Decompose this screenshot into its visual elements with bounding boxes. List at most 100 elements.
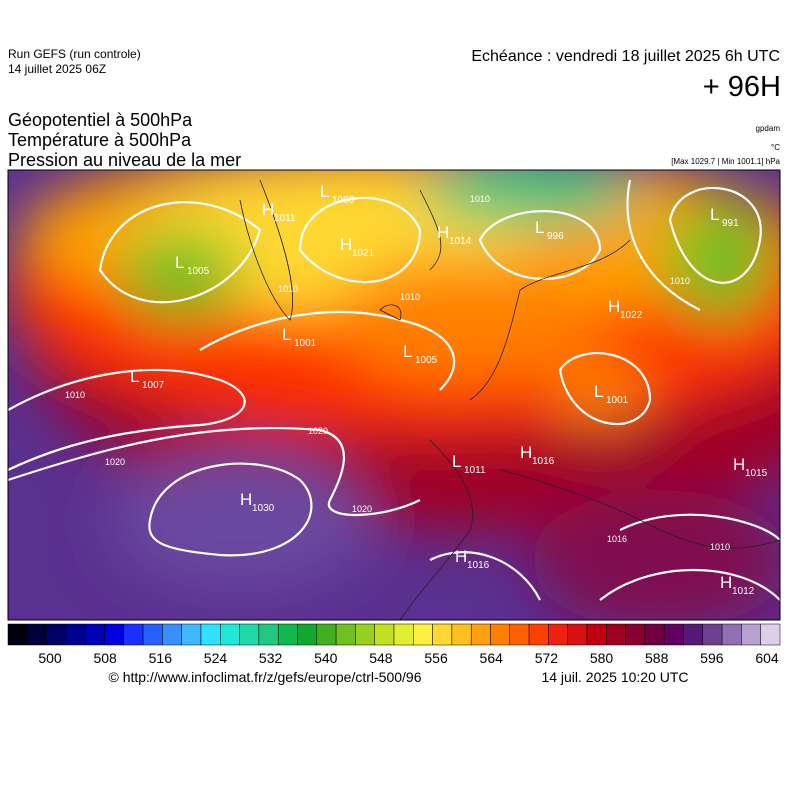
color-swatch [277, 623, 298, 646]
center-pressure: 1022 [620, 310, 643, 321]
colorbar-tick-label: 516 [149, 650, 173, 666]
color-swatch [663, 623, 684, 646]
center-type: H [340, 235, 352, 254]
center-type: H [520, 443, 532, 462]
isobar-label: 1010 [710, 542, 730, 552]
color-swatch [46, 623, 67, 646]
color-swatch [7, 623, 28, 646]
color-swatch [567, 623, 588, 646]
unit: gpdam [756, 124, 781, 133]
colorbar-tick-label: 572 [535, 650, 559, 666]
center-pressure: 1015 [745, 468, 768, 479]
center-pressure: 1001 [294, 338, 317, 349]
color-swatch [490, 623, 511, 646]
color-swatch [625, 623, 646, 646]
center-type: H [240, 490, 252, 509]
echeance: Echéance : vendredi 18 juillet 2025 6h U… [471, 48, 780, 65]
center-pressure: 1016 [532, 456, 555, 467]
center-type: L [403, 342, 412, 361]
center-pressure: 1007 [142, 380, 165, 391]
center-type: L [130, 367, 139, 386]
colorbar-tick-label: 508 [93, 650, 117, 666]
color-swatch [200, 623, 221, 646]
center-type: H [733, 455, 745, 474]
colorbar-tick-label: 564 [480, 650, 504, 666]
color-swatch [741, 623, 761, 646]
isobar-label: 1010 [670, 276, 690, 286]
center-pressure: 1016 [467, 560, 490, 571]
run: Run GEFS (run controle) [8, 47, 141, 61]
color-swatch [721, 623, 742, 646]
center-pressure: 1001 [606, 395, 629, 406]
color-swatch [548, 623, 568, 646]
color-swatch [181, 623, 202, 646]
color-swatch [451, 623, 472, 646]
color-swatch [393, 623, 414, 646]
center-pressure: 1030 [252, 503, 275, 514]
color-swatch [104, 623, 125, 646]
center-pressure: 1014 [449, 236, 472, 247]
center-type: L [710, 205, 719, 224]
color-swatch [162, 623, 182, 646]
isobar-labels: 1010 1010 1010 1010 1010 1010 1020 1020 1020 1016 [65, 194, 730, 552]
isobar-label: 1020 [352, 504, 372, 514]
center-type: H [608, 297, 620, 316]
title: Géopotentiel à 500hPa [8, 110, 193, 130]
colorbar-tick-label: 532 [259, 650, 283, 666]
color-swatch [335, 623, 356, 646]
isobar-label: 1010 [65, 390, 85, 400]
center-type: L [594, 382, 603, 401]
isobar-label: 1020 [308, 426, 328, 436]
source: © http://www.infoclimat.fr/z/gefs/europe… [108, 669, 421, 685]
center-type: H [720, 573, 732, 592]
color-swatch [220, 623, 240, 646]
colorbar-tick-label: 580 [590, 650, 614, 666]
pressure-range: [Max 1029.7 | Min 1001.1] hPa [671, 157, 780, 166]
color-swatch [316, 623, 337, 646]
center-type: L [320, 182, 329, 201]
color-swatch [702, 623, 723, 646]
title: Pression au niveau de la mer [8, 150, 241, 170]
center-pressure: 1011 [274, 213, 296, 224]
map-frame [7, 169, 781, 621]
color-swatch [509, 623, 530, 646]
unit: °C [771, 143, 780, 152]
colorbar-tick-label: 548 [369, 650, 393, 666]
center-pressure: 1021 [352, 248, 375, 259]
color-swatch [470, 623, 491, 646]
title: Température à 500hPa [8, 130, 192, 150]
coastlines [239, 179, 780, 620]
timestamp: 14 juil. 2025 10:20 UTC [541, 669, 688, 685]
isobar-label: 1010 [278, 284, 298, 294]
center-type: L [535, 218, 544, 237]
color-swatch [355, 623, 375, 646]
color-swatch [760, 623, 781, 646]
center-pressure: 1005 [187, 266, 210, 277]
center-pressure: 1005 [415, 355, 438, 366]
color-swatch [65, 623, 86, 646]
center-pressure: 996 [547, 231, 564, 242]
colorbar-tick-label: 556 [424, 650, 448, 666]
run-date: 14 juillet 2025 06Z [8, 62, 106, 76]
colorbar-tick-label: 596 [700, 650, 724, 666]
color-swatch [644, 623, 665, 646]
isobar-label: 1016 [607, 534, 627, 544]
center-type: L [175, 253, 184, 272]
center-type: H [262, 200, 274, 219]
center-type: L [282, 325, 291, 344]
color-swatch [374, 623, 395, 646]
color-swatch [413, 623, 433, 646]
colorbar-tick-label: 604 [755, 650, 779, 666]
color-swatch [142, 623, 163, 646]
color-swatch [528, 623, 549, 646]
isobar-label: 1020 [105, 457, 125, 467]
color-swatch [586, 623, 607, 646]
center-pressure: 1006 [332, 195, 355, 206]
color-swatch [123, 623, 144, 646]
color-swatch [84, 623, 105, 646]
colorbar-tick-label: 540 [314, 650, 338, 666]
color-swatch [606, 623, 626, 646]
center-pressure: 1011 [464, 465, 486, 476]
